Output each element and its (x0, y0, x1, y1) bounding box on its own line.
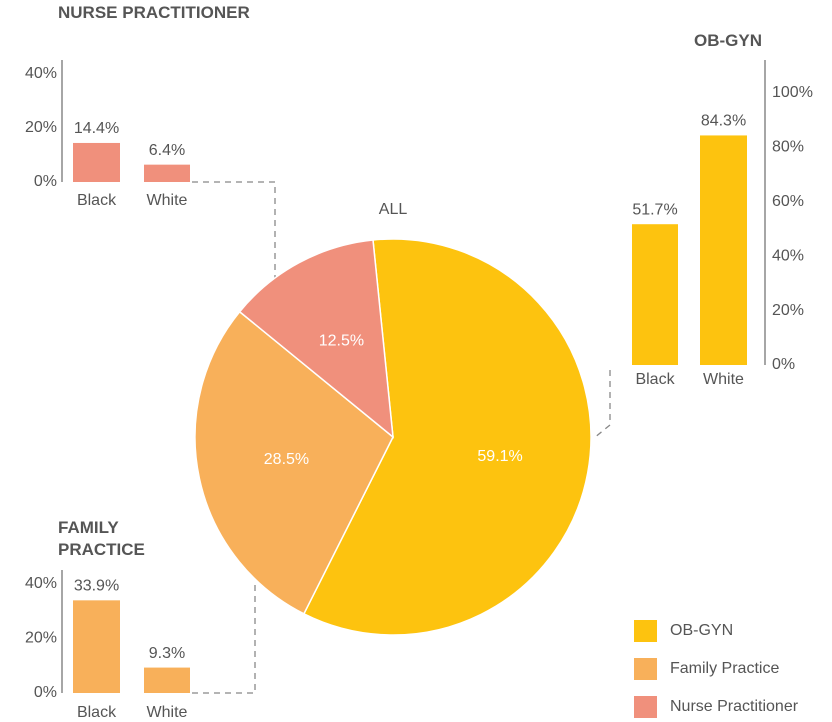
slice-label: 28.5% (264, 451, 309, 468)
bar (632, 224, 678, 365)
legend-swatch (634, 658, 657, 680)
y-tick-label: 100% (772, 84, 813, 101)
connector (192, 585, 256, 694)
x-tick-label: White (147, 192, 188, 209)
pie-slice (238, 239, 394, 439)
x-tick-label: Black (77, 704, 117, 721)
bar (73, 142, 120, 182)
legend-label: Family Practice (670, 660, 779, 677)
legend-swatch (634, 620, 657, 642)
slice-label: 59.1% (477, 448, 522, 465)
connectors (192, 181, 611, 694)
connector (192, 181, 276, 282)
y-tick-label: 40% (25, 65, 57, 82)
pie-slice (194, 310, 394, 615)
legend-label: OB-GYN (670, 622, 733, 639)
y-tick-label: 0% (772, 356, 795, 373)
value-label: 33.9% (74, 578, 119, 595)
bar (144, 667, 190, 693)
chart-title: FAMILY PRACTICE (58, 518, 145, 559)
legend-label: Nurse Practitioner (670, 698, 799, 715)
value-label: 84.3% (701, 113, 746, 130)
x-tick-label: White (147, 704, 188, 721)
chart-title: OB-GYN (694, 31, 762, 50)
y-tick-label: 0% (34, 684, 57, 701)
bar (144, 164, 190, 182)
slice-label: 12.5% (319, 332, 364, 349)
x-tick-label: White (703, 371, 744, 388)
y-tick-label: 40% (25, 575, 57, 592)
value-label: 14.4% (74, 120, 119, 137)
value-label: 9.3% (149, 645, 185, 662)
chart-title: NURSE PRACTITIONER (58, 3, 250, 22)
legend-swatch (634, 696, 657, 718)
value-label: 51.7% (632, 201, 677, 218)
x-tick-label: Black (635, 371, 675, 388)
value-label: 6.4% (149, 142, 185, 159)
y-tick-label: 80% (772, 138, 804, 155)
connector (593, 370, 611, 439)
x-tick-label: Black (77, 192, 117, 209)
bar (700, 135, 747, 365)
pie-slice (302, 238, 592, 636)
y-tick-label: 20% (25, 630, 57, 647)
y-tick-label: 60% (772, 193, 804, 210)
y-tick-label: 40% (772, 247, 804, 264)
pie-title: ALL (379, 201, 408, 218)
y-tick-label: 20% (25, 119, 57, 136)
bar (73, 600, 120, 693)
y-tick-label: 20% (772, 302, 804, 319)
y-tick-label: 0% (34, 173, 57, 190)
